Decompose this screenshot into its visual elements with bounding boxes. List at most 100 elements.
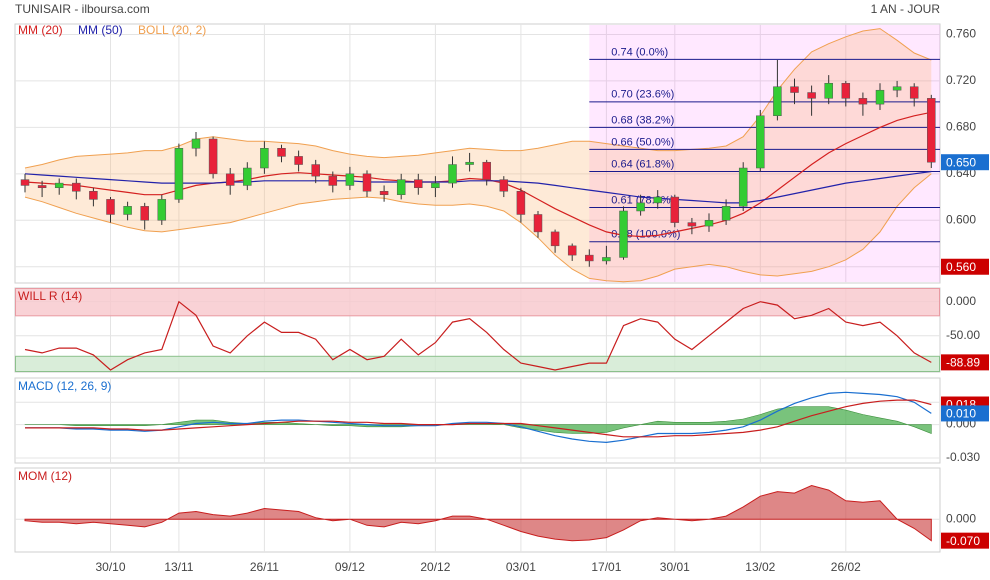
candle-body [225, 173, 235, 186]
willr-line [24, 300, 932, 371]
fibonacci-label: 0.58 (100.0%) [611, 229, 680, 241]
candle-body [294, 156, 303, 165]
candle-body [670, 196, 680, 223]
y-tick-label: 0.680 [946, 120, 976, 134]
last-value-label: -88.89 [946, 356, 980, 370]
candle-body [790, 86, 799, 93]
oversold-zone [15, 355, 940, 373]
candle-body [465, 161, 474, 165]
y-tick-label: 0.760 [946, 27, 976, 41]
candle-body [106, 199, 115, 215]
candle-body [927, 98, 936, 163]
candle-body [89, 190, 98, 200]
candle-body [20, 179, 30, 186]
y-tick-label: -50.00 [946, 328, 980, 342]
last-value-box [941, 354, 989, 371]
x-tick-label: 17/01 [591, 560, 621, 574]
candle-body [414, 179, 423, 189]
candle-body [721, 206, 731, 221]
last-value-label: 0.650 [946, 155, 976, 169]
candle-body [602, 257, 611, 262]
candle-body [773, 86, 782, 117]
candle-body [396, 179, 406, 195]
candle-body [636, 202, 645, 212]
x-tick-label: 26/11 [250, 560, 279, 574]
candle-body [140, 206, 149, 221]
candle-body [892, 86, 902, 91]
fibonacci-label: 0.68 (38.2%) [611, 114, 674, 126]
candle-body [687, 222, 697, 227]
candle-body [72, 182, 81, 192]
candle-body [619, 210, 628, 258]
period-label: 1 AN - JOUR [871, 2, 941, 16]
candle-body [824, 82, 833, 99]
candle-body [516, 190, 526, 215]
last-value-label: 0.560 [946, 260, 976, 274]
candle-body [37, 185, 47, 189]
candle-body [123, 206, 132, 215]
candle-body [379, 190, 389, 195]
panel-frame [14, 23, 941, 284]
candle-body [909, 86, 919, 99]
candle-body [277, 148, 286, 157]
fibonacci-label: 0.64 (61.8%) [611, 158, 674, 170]
legend-label: MM (50) [78, 23, 123, 37]
candle-body [328, 175, 338, 186]
x-tick-label: 30/01 [660, 560, 690, 574]
legend-label: MM (20) [18, 23, 63, 37]
fibonacci-label: 0.70 (23.6%) [611, 89, 674, 101]
fibonacci-region [589, 25, 940, 282]
x-tick-label: 26/02 [831, 560, 861, 574]
candle-body [431, 182, 440, 189]
bollinger-lower [24, 173, 932, 283]
legend-label: BOLL (20, 2) [138, 23, 206, 37]
last-value-label: -0.070 [946, 534, 980, 548]
candle-body [157, 199, 167, 221]
macd-line [25, 399, 932, 438]
candle-body [567, 245, 577, 256]
y-tick-label: 0.720 [946, 73, 976, 87]
candle-body [243, 167, 252, 186]
candle-body [533, 214, 543, 233]
last-value-box [941, 258, 989, 275]
panel-title: MACD (12, 26, 9) [18, 379, 111, 393]
candle-body [738, 167, 748, 207]
y-tick-label: 0.600 [946, 212, 976, 226]
candle-body [174, 148, 184, 200]
candle-body [362, 173, 372, 192]
momentum-area [24, 484, 932, 542]
y-tick-label: -0.030 [946, 450, 980, 464]
x-tick-label: 20/12 [420, 560, 450, 574]
candle-body [499, 179, 509, 192]
x-tick-label: 13/02 [745, 560, 775, 574]
last-value-label: 0.010 [946, 407, 976, 421]
last-value-box [941, 405, 989, 422]
candle-body [311, 164, 320, 177]
y-tick-label: 0.000 [946, 294, 976, 308]
panel-title: MOM (12) [18, 469, 72, 483]
candle-body [550, 231, 560, 247]
candle-body [875, 89, 885, 105]
candle-body [260, 148, 269, 169]
fibonacci-label: 0.74 (0.0%) [611, 46, 668, 58]
fibonacci-label: 0.66 (50.0%) [611, 136, 674, 148]
candle-body [653, 196, 662, 204]
candle-body [482, 161, 491, 180]
candle-body [585, 254, 594, 262]
x-tick-label: 30/10 [95, 560, 125, 574]
candle-body [807, 92, 816, 99]
last-value-box [941, 154, 989, 171]
chart-title: TUNISAIR - ilboursa.com [15, 2, 150, 16]
last-value-box [941, 532, 989, 549]
candle-body [54, 182, 64, 189]
x-tick-label: 09/12 [335, 560, 365, 574]
overbought-zone [15, 288, 940, 317]
candle-body [841, 82, 851, 99]
candle-body [208, 138, 218, 175]
x-tick-label: 03/01 [506, 560, 536, 574]
candle-body [345, 173, 355, 186]
y-tick-label: 0.000 [946, 511, 976, 525]
panel-title: WILL R (14) [18, 289, 82, 303]
x-tick-label: 13/11 [164, 560, 193, 574]
